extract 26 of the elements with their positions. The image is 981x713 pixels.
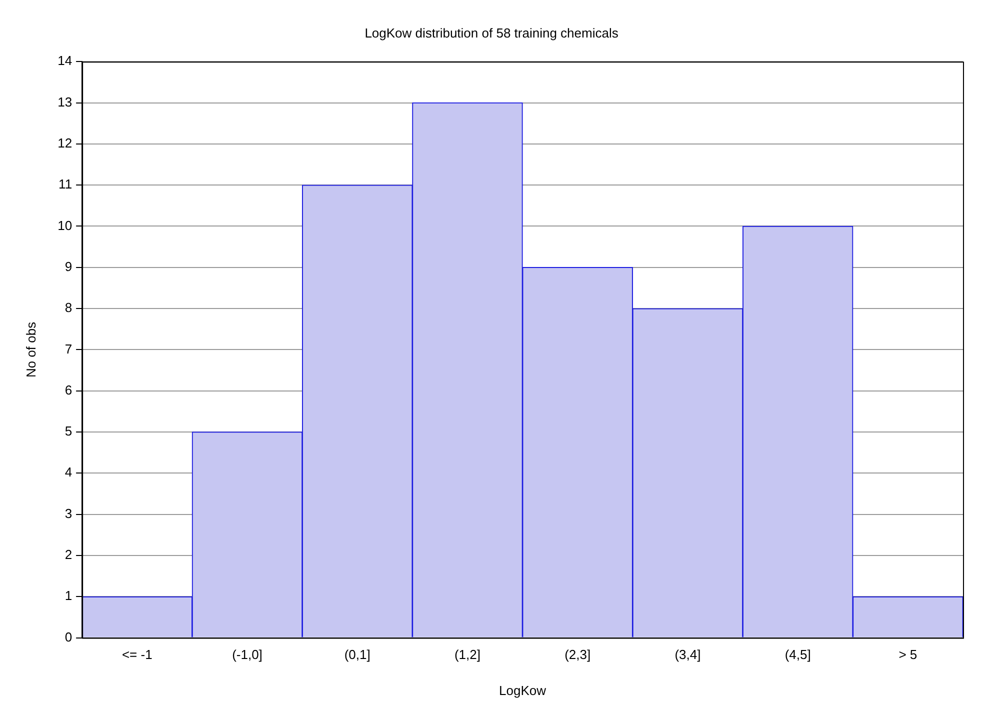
x-axis-title: LogKow [499,682,547,698]
x-tick-label: (3,4] [674,647,701,662]
y-tick-label: 10 [58,218,72,233]
y-tick-label: 3 [64,506,72,521]
y-tick-label: 9 [64,258,72,274]
y-tick-label: 7 [64,341,72,356]
y-tick-label: 11 [58,176,72,192]
y-tick-label: 8 [64,300,72,316]
y-tick-label: 0 [64,629,72,644]
x-tick-label: <= -1 [122,647,152,662]
x-tick-label: (4,5] [784,647,811,662]
x-tick-label: > 5 [898,647,918,662]
y-tick-label: 12 [58,135,72,150]
y-tick-label: 2 [64,547,72,562]
y-tick-label: 1 [64,588,72,604]
y-tick-label: 14 [58,53,72,68]
chart-title: LogKow distribution of 58 training chemicals [364,25,619,40]
x-tick-label: (-1,0] [232,647,262,662]
x-tick-label: (2,3] [564,647,591,662]
y-tick-label: 13 [58,94,72,110]
y-tick-label: 5 [64,424,72,439]
y-tick-label: 4 [64,464,72,480]
x-tick-label: (1,2] [454,647,480,662]
y-axis-title: No of obs [23,321,38,378]
x-tick-label: (0,1] [344,647,370,662]
y-tick-label: 6 [64,382,72,398]
